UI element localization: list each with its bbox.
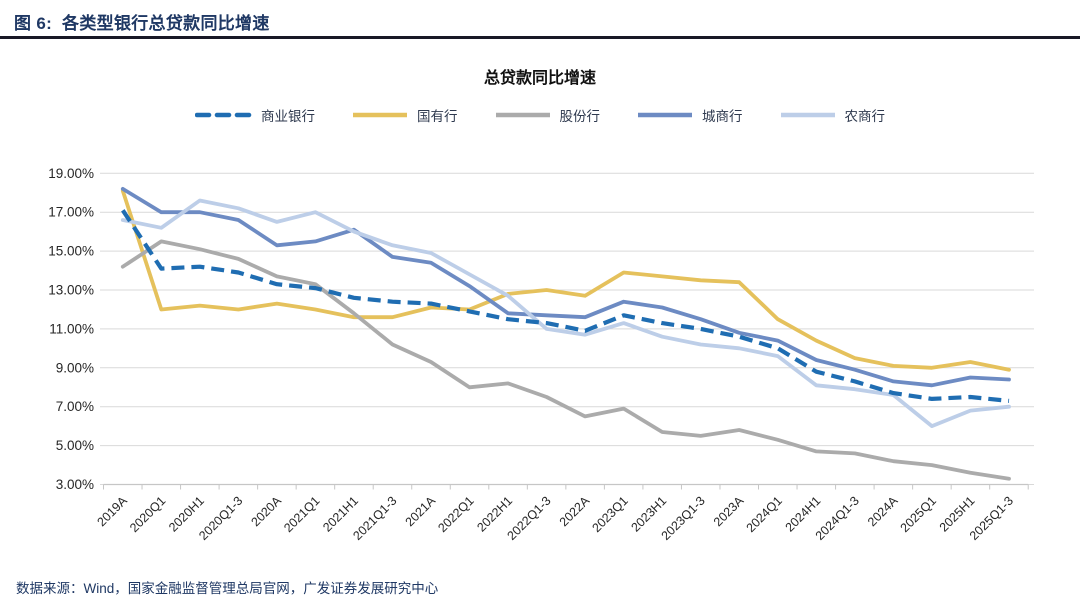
y-axis-tick-label: 19.00% bbox=[48, 166, 94, 181]
x-axis-tick-label: 2022Q1 bbox=[435, 494, 476, 535]
x-axis-tick-label: 2024A bbox=[865, 493, 901, 529]
x-axis-tick-label: 2020Q1 bbox=[127, 494, 168, 535]
legend-item: 股份行 bbox=[494, 105, 601, 125]
legend-item: 农商行 bbox=[779, 105, 886, 125]
chart-legend: 商业银行 国有行 股份行 城商行 农商行 bbox=[0, 105, 1080, 125]
x-axis-tick-label: 2020A bbox=[249, 493, 285, 529]
series-line bbox=[120, 198, 1011, 429]
series-line bbox=[120, 239, 1011, 481]
figure-label: 图 6: bbox=[14, 14, 53, 33]
chart-title: 总贷款同比增速 bbox=[483, 70, 596, 87]
legend-item: 国有行 bbox=[351, 105, 458, 125]
y-axis-tick-label: 5.00% bbox=[56, 438, 94, 453]
header-divider bbox=[0, 36, 1080, 39]
x-axis-tick-label: 2021Q1 bbox=[281, 494, 322, 535]
x-axis-tick-label: 2023A bbox=[711, 493, 747, 529]
y-axis-tick-label: 9.00% bbox=[56, 360, 94, 375]
y-axis-tick-label: 13.00% bbox=[48, 283, 94, 298]
series-line bbox=[121, 209, 1010, 403]
legend-label: 国有行 bbox=[417, 109, 458, 124]
legend-item: 商业银行 bbox=[195, 105, 315, 125]
legend-line-icon bbox=[195, 112, 253, 118]
legend-label: 股份行 bbox=[559, 109, 601, 124]
legend-line-icon bbox=[353, 112, 407, 118]
x-axis-tick-label: 2021A bbox=[403, 493, 439, 529]
figure-title: 各类型银行总贷款同比增速 bbox=[62, 14, 270, 33]
legend-line-icon bbox=[780, 112, 835, 118]
x-axis-tick-label: 2022A bbox=[557, 493, 593, 529]
series-line bbox=[120, 187, 1011, 388]
y-axis-tick-label: 15.00% bbox=[48, 244, 94, 259]
y-axis-tick-label: 3.00% bbox=[56, 477, 94, 492]
legend-line-icon bbox=[495, 112, 550, 118]
figure-header: 图 6: 各类型银行总贷款同比增速 bbox=[14, 9, 270, 34]
legend-label: 城商行 bbox=[702, 109, 743, 124]
x-axis-tick-label: 2019A bbox=[94, 493, 130, 529]
legend-label: 商业银行 bbox=[261, 109, 315, 124]
x-axis-tick-label: 2023Q1 bbox=[589, 494, 630, 535]
y-axis-tick-label: 7.00% bbox=[56, 399, 94, 414]
x-axis-tick-label: 2024Q1 bbox=[744, 494, 785, 535]
legend-label: 农商行 bbox=[844, 109, 886, 124]
legend-line-icon bbox=[638, 112, 692, 118]
legend-item: 城商行 bbox=[636, 105, 743, 125]
x-axis-tick-label: 2025Q1 bbox=[898, 494, 939, 535]
data-source: 数据来源：Wind，国家金融监督管理总局官网，广发证券发展研究中心 bbox=[16, 581, 439, 596]
series-line bbox=[120, 188, 1011, 372]
y-axis-tick-label: 11.00% bbox=[49, 321, 94, 336]
line-chart-plot: 3.00% 5.00% 7.00% 9.00% 11.00% 13.00% 15.00% 17… bbox=[48, 166, 1034, 543]
y-axis-tick-label: 17.00% bbox=[48, 205, 94, 220]
